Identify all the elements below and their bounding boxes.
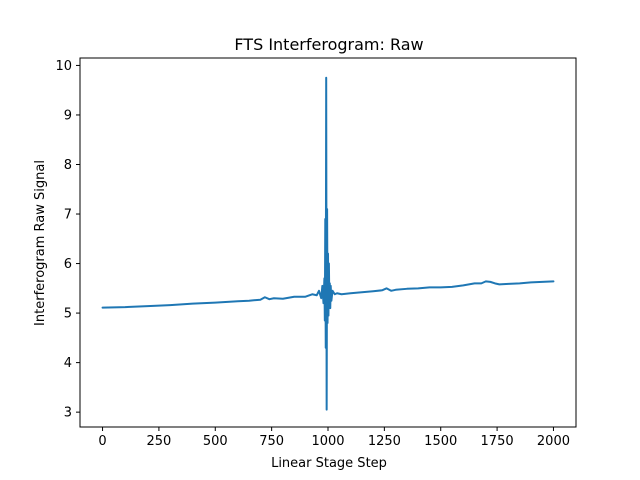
- series-line-0: [101, 76, 555, 411]
- y-tick-label: 8: [64, 158, 72, 173]
- y-tick-label: 3: [64, 406, 72, 421]
- x-tick-label: 1250: [368, 434, 401, 449]
- y-tick-label: 4: [64, 356, 72, 371]
- y-axis-label: Interferogram Raw Signal: [33, 160, 48, 326]
- x-tick-label: 0: [98, 434, 106, 449]
- x-tick-label: 500: [203, 434, 228, 449]
- x-axis-label: Linear Stage Step: [271, 456, 387, 471]
- x-tick-label: 1500: [424, 434, 457, 449]
- x-tick-label: 2000: [537, 434, 570, 449]
- y-tick-label: 5: [64, 307, 72, 322]
- x-tick-label: 750: [259, 434, 284, 449]
- y-tick-label: 9: [64, 108, 72, 123]
- y-tick-label: 6: [64, 257, 72, 272]
- y-tick-label: 10: [55, 59, 72, 74]
- y-tick-label: 7: [64, 208, 72, 223]
- x-tick-label: 1000: [311, 434, 344, 449]
- chart-title: FTS Interferogram: Raw: [234, 35, 423, 54]
- x-tick-label: 250: [146, 434, 171, 449]
- x-tick-label: 1750: [481, 434, 514, 449]
